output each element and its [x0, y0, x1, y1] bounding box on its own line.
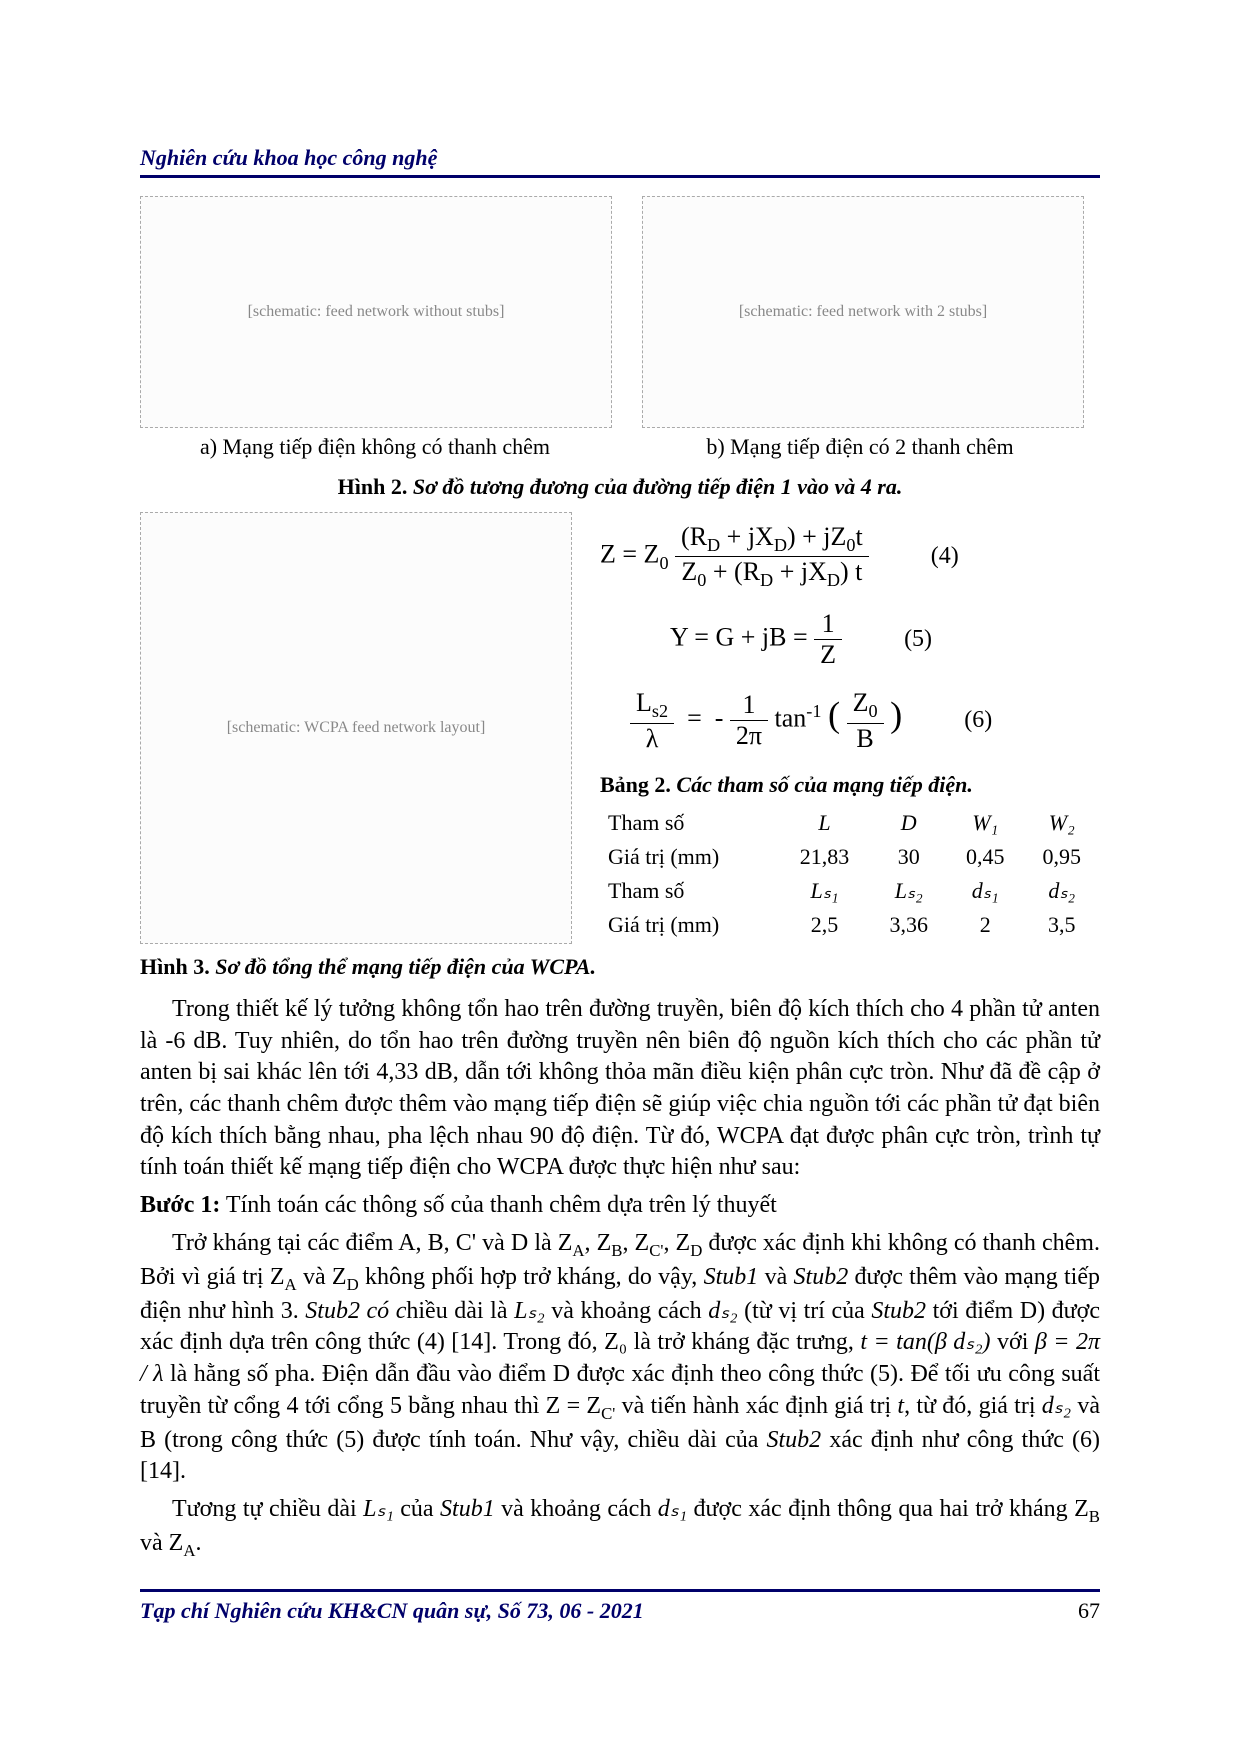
step-1-text: Tính toán các thông số của thanh chêm dự…: [226, 1192, 777, 1218]
figure-2-caption-text: Sơ đồ tương đương của đường tiếp điện 1 …: [413, 474, 903, 499]
step-1: Bước 1: Tính toán các thông số của thanh…: [140, 1190, 1100, 1222]
footer-journal: Tạp chí Nghiên cứu KH&CN quân sự, Số 73,…: [140, 1598, 644, 1624]
figure-2-caption-lead: Hình 2.: [338, 474, 408, 499]
table-cell: Tham số: [600, 874, 779, 908]
figure-2-caption: Hình 2. Sơ đồ tương đương của đường tiếp…: [140, 474, 1100, 500]
equation-4: Z = Z0 (RD + jXD) + jZ0t Z0 + (RD + jXD)…: [600, 522, 1100, 591]
table-row: Giá trị (mm) 2,5 3,36 2 3,5: [600, 908, 1100, 942]
figure-3-caption-lead: Hình 3.: [140, 954, 210, 979]
equation-5: Y = G + jB = 1Z (5): [670, 609, 1100, 670]
page-footer: Tạp chí Nghiên cứu KH&CN quân sự, Số 73,…: [140, 1589, 1100, 1624]
table-cell: Lₛ₂: [870, 874, 947, 908]
figure-2a-placeholder: [schematic: feed network without stubs]: [140, 196, 612, 428]
table-2-title: Bảng 2. Các tham số của mạng tiếp điện.: [600, 772, 1100, 798]
figure-3-caption-text: Sơ đồ tổng thể mạng tiếp điện của WCPA.: [215, 954, 596, 979]
table-cell: D: [870, 806, 947, 840]
table-cell: dₛ₁: [947, 874, 1024, 908]
table-cell: 2,5: [779, 908, 871, 942]
table-row: Giá trị (mm) 21,83 30 0,45 0,95: [600, 840, 1100, 874]
table-cell: 0,95: [1023, 840, 1100, 874]
table-cell: 2: [947, 908, 1024, 942]
step-1-lead: Bước 1:: [140, 1192, 220, 1218]
page-header: Nghiên cứu khoa học công nghệ: [140, 145, 1100, 178]
figure-2b-subcaption: b) Mạng tiếp điện có 2 thanh chêm: [640, 434, 1080, 460]
table-cell: Lₛ₁: [779, 874, 871, 908]
table-cell: Giá trị (mm): [600, 840, 779, 874]
figure-2b-placeholder: [schematic: feed network with 2 stubs]: [642, 196, 1084, 428]
table-cell: W₂: [1023, 806, 1100, 840]
figure-3-caption: Hình 3. Sơ đồ tổng thể mạng tiếp điện củ…: [140, 954, 1100, 980]
table-row: Tham số Lₛ₁ Lₛ₂ dₛ₁ dₛ₂: [600, 874, 1100, 908]
table-cell: L: [779, 806, 871, 840]
table-2-title-text: Các tham số của mạng tiếp điện.: [676, 772, 972, 797]
paragraph-1: Trong thiết kế lý tưởng không tổn hao tr…: [140, 994, 1100, 1184]
table-cell: dₛ₂: [1023, 874, 1100, 908]
table-cell: 21,83: [779, 840, 871, 874]
table-2-title-lead: Bảng 2.: [600, 772, 671, 797]
table-cell: 0,45: [947, 840, 1024, 874]
figure-3-placeholder: [schematic: WCPA feed network layout]: [140, 512, 572, 944]
table-cell: Tham số: [600, 806, 779, 840]
table-row: Tham số L D W₁ W₂: [600, 806, 1100, 840]
equation-5-number: (5): [872, 626, 932, 653]
equation-4-number: (4): [899, 543, 959, 570]
paragraph-2: Trở kháng tại các điểm A, B, C' và D là …: [140, 1228, 1100, 1488]
table-cell: Giá trị (mm): [600, 908, 779, 942]
paragraph-3: Tương tự chiều dài Lₛ₁ của Stub1 và khoả…: [140, 1494, 1100, 1562]
table-cell: W₁: [947, 806, 1024, 840]
table-cell: 30: [870, 840, 947, 874]
figure-2a-subcaption: a) Mạng tiếp điện không có thanh chêm: [140, 434, 610, 460]
equation-6: Ls2λ = - 12π tan-1 ( Z0B ) (6): [630, 688, 1100, 753]
equation-6-number: (6): [932, 707, 992, 734]
table-2: Tham số L D W₁ W₂ Giá trị (mm) 21,83 30 …: [600, 806, 1100, 942]
footer-page-number: 67: [1078, 1598, 1100, 1624]
table-cell: 3,5: [1023, 908, 1100, 942]
table-cell: 3,36: [870, 908, 947, 942]
